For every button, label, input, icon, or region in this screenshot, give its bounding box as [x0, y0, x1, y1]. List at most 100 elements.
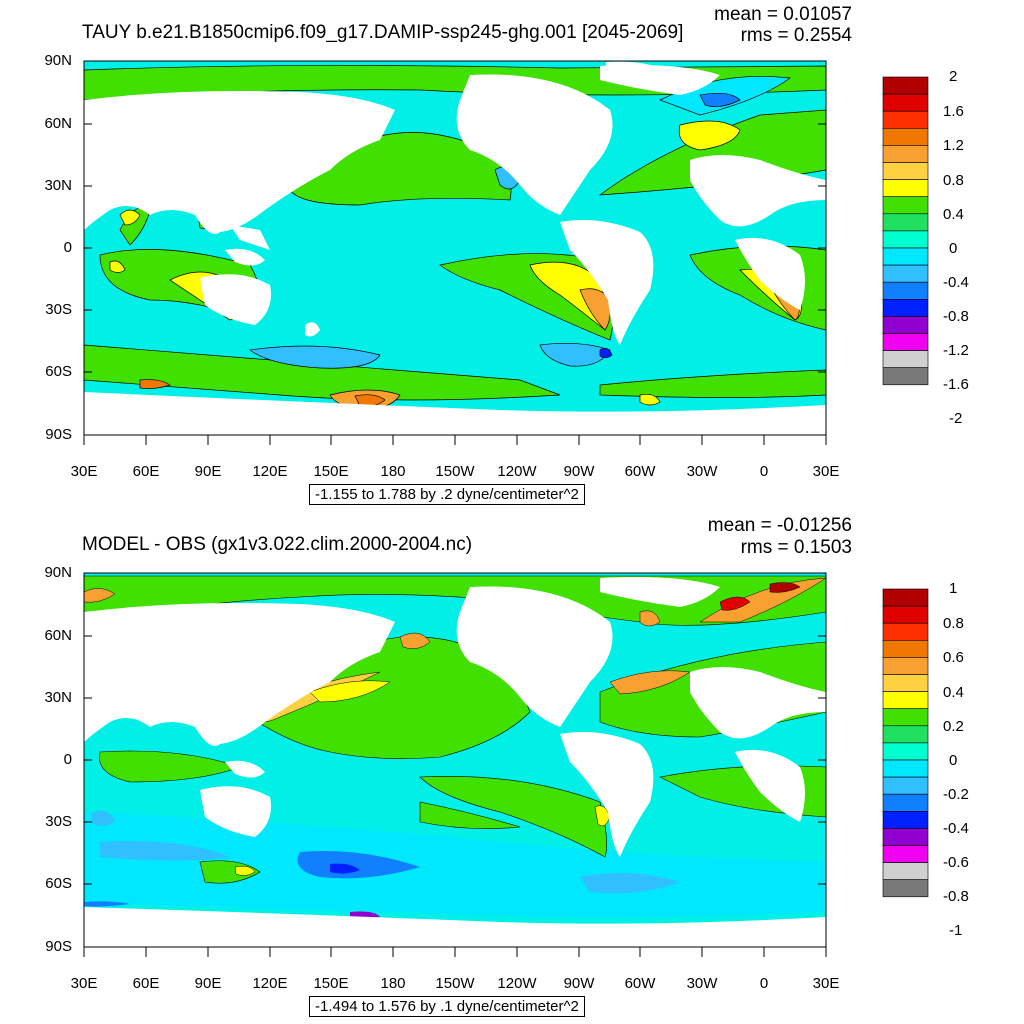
colorbar: [882, 588, 929, 898]
mean-value: mean = -0.01256: [707, 515, 852, 536]
colorbar-label: -2: [949, 410, 963, 427]
colorbar-box: [882, 213, 929, 232]
land-masses: [84, 577, 826, 947]
lon-label: 90W: [563, 975, 595, 992]
map-panel-top: TAUY b.e21.B1850cmip6.f09_g17.DAMIP-ssp2…: [44, 4, 969, 505]
lat-label: 90N: [44, 564, 72, 581]
lon-label: 60W: [624, 463, 656, 480]
colorbar-boxes: [882, 76, 929, 386]
lat-label: 0: [63, 751, 72, 768]
colorbar-box: [882, 810, 929, 829]
lat-label: 60S: [45, 363, 72, 380]
colorbar-box: [882, 605, 929, 624]
axis-ticks: [83, 572, 827, 957]
lat-label: 90N: [44, 52, 72, 69]
lon-label: 30E: [70, 463, 98, 480]
lon-label: 0: [759, 975, 769, 992]
colorbar-box: [882, 196, 929, 215]
colorbar-label: 1.2: [943, 137, 964, 154]
colorbar-boxes: [882, 588, 929, 898]
colorbar-box: [882, 76, 929, 95]
map-svg: [83, 60, 929, 445]
colorbar-box: [882, 622, 929, 641]
lat-label: 30S: [45, 813, 72, 830]
colorbar-box: [882, 725, 929, 744]
lat-label: 90S: [45, 938, 72, 955]
lat-label: 30S: [45, 301, 72, 318]
colorbar-box: [882, 640, 929, 658]
lon-label: 90E: [194, 975, 222, 992]
colorbar-label: -0.4: [943, 820, 969, 837]
mean-value: mean = 0.01057: [714, 4, 852, 25]
colorbar-box: [882, 264, 929, 283]
colorbar-box: [882, 298, 929, 317]
lon-label: 180: [380, 463, 406, 480]
lon-label: 150E: [313, 463, 349, 480]
colorbar-label: 0.8: [943, 615, 964, 632]
colorbar-box: [882, 316, 929, 334]
lon-label: 90E: [194, 463, 222, 480]
lon-label: 30W: [686, 975, 718, 992]
colorbar-box: [882, 162, 929, 180]
axis-ticks: [83, 60, 827, 445]
contour-range-label: -1.155 to 1.788 by .2 dyne/centimeter^2: [309, 484, 585, 505]
lon-label: 120E: [252, 463, 288, 480]
lat-label: 90S: [45, 426, 72, 443]
colorbar-box: [882, 879, 929, 898]
map-panel-bottom: MODEL - OBS (gx1v3.022.clim.2000-2004.nc…: [0, 512, 1024, 1024]
colorbar-box: [882, 793, 929, 812]
lon-label: 120E: [252, 975, 288, 992]
lon-label: 90W: [563, 463, 595, 480]
lat-label: 60N: [44, 115, 72, 132]
lon-label: 30E: [812, 463, 840, 480]
lon-label: 150W: [435, 463, 475, 480]
colorbar-label: 0: [949, 752, 958, 769]
colorbar: [882, 76, 929, 386]
colorbar-box: [882, 367, 929, 386]
colorbar-label: -0.8: [943, 308, 969, 325]
colorbar-box: [882, 247, 929, 266]
rms-value: rms = 0.1503: [740, 537, 852, 558]
colorbar-label: 0.4: [943, 684, 964, 701]
colorbar-label: 1.6: [943, 103, 964, 120]
contour-range-label: -1.494 to 1.576 by .1 dyne/centimeter^2: [309, 996, 585, 1017]
colorbar-box: [882, 230, 929, 249]
lat-label: 30N: [44, 177, 72, 194]
colorbar-box: [882, 110, 929, 129]
colorbar-box: [882, 281, 929, 300]
lat-label: 60N: [44, 627, 72, 644]
colorbar-box: [882, 845, 929, 863]
colorbar-box: [882, 179, 929, 198]
lat-label: 30N: [44, 689, 72, 706]
colorbar-label: 0.2: [943, 718, 964, 735]
lon-label: 30E: [70, 975, 98, 992]
colorbar-box: [882, 128, 929, 146]
colorbar-label: 0: [949, 240, 958, 257]
colorbar-label: -1: [949, 922, 963, 939]
colorbar-label: 0.6: [943, 649, 964, 666]
lon-label: 60E: [132, 463, 160, 480]
colorbar-box: [882, 742, 929, 761]
lat-label: 0: [63, 239, 72, 256]
colorbar-label: -1.6: [943, 376, 969, 393]
lon-label: 30E: [812, 975, 840, 992]
colorbar-box: [882, 657, 929, 675]
colorbar-box: [882, 350, 929, 369]
land-masses: [84, 61, 826, 435]
lon-label: 120W: [497, 463, 537, 480]
colorbar-box: [882, 828, 929, 846]
lat-label: 60S: [45, 875, 72, 892]
lon-label: 120W: [497, 975, 537, 992]
colorbar-box: [882, 145, 929, 163]
colorbar-box: [882, 691, 929, 710]
colorbar-box: [882, 776, 929, 795]
colorbar-box: [882, 674, 929, 692]
colorbar-box: [882, 333, 929, 351]
panel-title: TAUY b.e21.B1850cmip6.f09_g17.DAMIP-ssp2…: [82, 22, 684, 43]
rms-value: rms = 0.2554: [740, 25, 852, 46]
colorbar-label: -0.2: [943, 786, 969, 803]
colorbar-box: [882, 862, 929, 881]
lon-label: 30W: [686, 463, 718, 480]
lon-label: 60E: [132, 975, 160, 992]
negative-anomaly-regions: [84, 810, 826, 920]
